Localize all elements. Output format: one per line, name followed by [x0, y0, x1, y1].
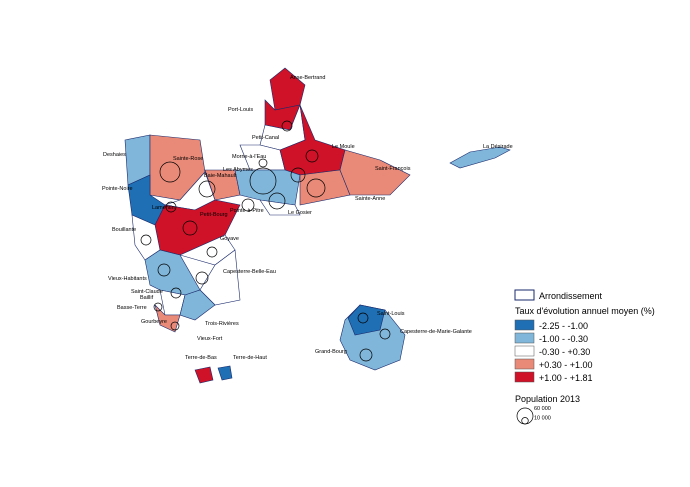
- place-label: Gourbeyre: [141, 319, 167, 325]
- place-label: Terre-de-Bas: [185, 355, 217, 361]
- legend-label: -1.00 - -0.30: [539, 334, 588, 344]
- commune: [259, 199, 301, 216]
- legend-size-circle: [521, 417, 529, 425]
- commune: [179, 289, 216, 321]
- population-circle: [357, 312, 369, 324]
- commune: [217, 365, 233, 381]
- population-circle: [206, 246, 218, 258]
- commune: [269, 67, 306, 111]
- place-label: Saint-Claude: [131, 289, 163, 295]
- place-label: Le Moule: [332, 144, 355, 150]
- commune: [449, 146, 511, 169]
- commune: [347, 304, 386, 336]
- place-label: Deshaies: [103, 152, 126, 158]
- place-label: Petit-Canal: [252, 135, 279, 141]
- place-label: Anse-Bertrand: [290, 75, 325, 81]
- legend-swatch: [514, 345, 535, 357]
- legend-swatch: [514, 371, 535, 383]
- population-circle: [268, 192, 286, 210]
- place-label: Le Gosier: [288, 210, 312, 216]
- population-circle: [290, 167, 306, 183]
- legend-swatch: [514, 332, 535, 344]
- place-label: Vieux-Habitants: [108, 276, 147, 282]
- legend-size-label: 10 000: [534, 415, 551, 421]
- population-circle: [359, 348, 373, 362]
- population-circle: [305, 149, 319, 163]
- legend-size-circle: [516, 407, 534, 425]
- commune: [194, 366, 214, 384]
- place-label: Baillif: [140, 295, 154, 301]
- place-label: Pointe-à-Pitre: [230, 208, 264, 214]
- place-label: Sainte-Rose: [173, 156, 203, 162]
- legend-boundary-label: Arrondissement: [539, 291, 603, 301]
- place-label: Sainte-Anne: [355, 196, 385, 202]
- population-circle: [195, 271, 209, 285]
- population-circle: [306, 178, 326, 198]
- place-label: Baie-Mahault: [204, 173, 237, 179]
- place-label: Terre-de-Haut: [233, 355, 267, 361]
- place-label: Lamentin: [152, 205, 175, 211]
- population-circle: [170, 287, 182, 299]
- place-label: Trois-Rivières: [205, 321, 239, 327]
- population-circle: [198, 180, 216, 198]
- legend-swatch: [514, 319, 535, 331]
- place-label: Capesterre-Belle-Eau: [223, 269, 276, 275]
- place-label: Petit-Bourg: [200, 212, 228, 218]
- legend-size-label: 60 000: [534, 406, 551, 412]
- population-circle: [159, 161, 181, 183]
- population-circle: [379, 328, 391, 340]
- place-label: Les Abymes: [223, 167, 253, 173]
- population-circle: [258, 158, 268, 168]
- commune: [199, 249, 241, 306]
- place-label: Basse-Terre: [117, 305, 147, 311]
- legend-label: +1.00 - +1.81: [539, 373, 593, 383]
- place-label: Goyave: [220, 236, 239, 242]
- place-label: Bouillante: [112, 227, 136, 233]
- population-circle: [182, 220, 198, 236]
- legend-label: +0.30 - +1.00: [539, 360, 593, 370]
- legend-title: Taux d'évolution annuel moyen (%): [515, 306, 655, 316]
- population-circle: [140, 234, 152, 246]
- population-circle: [249, 167, 277, 195]
- population-circle: [170, 321, 180, 331]
- place-label: Saint-Louis: [377, 311, 405, 317]
- legend-swatch: [514, 358, 535, 370]
- place-label: Grand-Bourg: [315, 349, 347, 355]
- commune: [339, 149, 411, 196]
- population-circle: [241, 198, 255, 212]
- place-label: Saint-François: [375, 166, 411, 172]
- legend-label: -2.25 - -1.00: [539, 321, 588, 331]
- legend-label: -0.30 - +0.30: [539, 347, 590, 357]
- population-circle: [153, 302, 163, 312]
- commune: [154, 304, 181, 333]
- population-circle: [165, 201, 177, 213]
- place-label: Morne-à-l'Eau: [232, 154, 266, 160]
- legend-boundary-swatch: [514, 289, 535, 301]
- place-label: Vieux-Fort: [197, 336, 223, 342]
- population-circle: [157, 263, 171, 277]
- legend-size-title: Population 2013: [515, 394, 580, 404]
- population-circle: [281, 120, 293, 132]
- place-label: La Désirade: [483, 144, 513, 150]
- place-label: Pointe-Noire: [102, 186, 133, 192]
- place-label: Capesterre-de-Marie-Galante: [400, 329, 472, 335]
- place-label: Port-Louis: [228, 107, 253, 113]
